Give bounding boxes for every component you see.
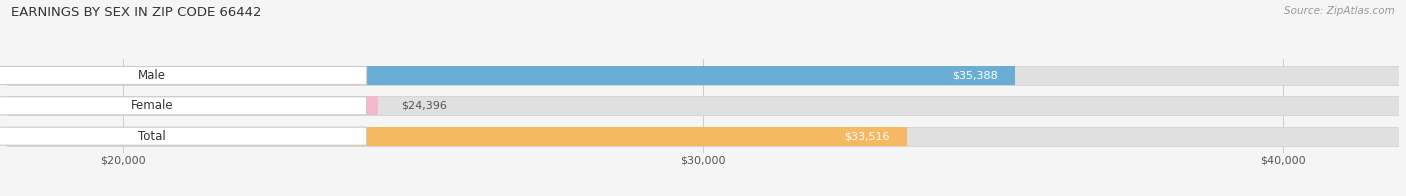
- Bar: [7, 96, 1399, 115]
- Bar: [7, 127, 907, 146]
- FancyBboxPatch shape: [0, 97, 367, 115]
- FancyBboxPatch shape: [0, 66, 367, 84]
- Bar: [7, 127, 1399, 146]
- Bar: [7, 66, 1015, 85]
- Text: Source: ZipAtlas.com: Source: ZipAtlas.com: [1284, 6, 1395, 16]
- FancyBboxPatch shape: [0, 127, 367, 145]
- Text: $33,516: $33,516: [844, 131, 890, 141]
- Text: $35,388: $35,388: [952, 71, 998, 81]
- Text: EARNINGS BY SEX IN ZIP CODE 66442: EARNINGS BY SEX IN ZIP CODE 66442: [11, 6, 262, 19]
- Text: $24,396: $24,396: [401, 101, 447, 111]
- Text: Male: Male: [138, 69, 166, 82]
- Text: Female: Female: [131, 99, 173, 112]
- Text: Total: Total: [138, 130, 166, 143]
- Bar: [7, 66, 1399, 85]
- Bar: [7, 96, 378, 115]
